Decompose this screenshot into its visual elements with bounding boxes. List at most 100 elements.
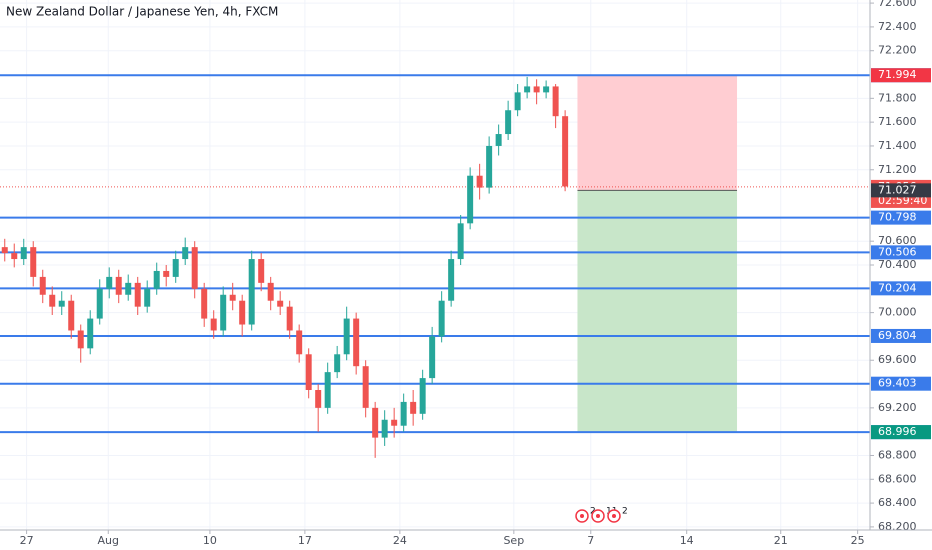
candle-body: [144, 288, 151, 307]
candle-body: [305, 354, 312, 390]
candle-body: [419, 378, 426, 414]
candle-body: [286, 306, 293, 331]
candle-body: [267, 282, 274, 301]
candle-body: [457, 223, 464, 260]
candle-body: [1, 247, 8, 254]
candle-body: [400, 401, 407, 426]
candle-body: [505, 110, 512, 135]
y-tick-label: 71.200: [878, 163, 917, 176]
level-label: 70.506: [878, 245, 917, 258]
y-tick-label: 70.000: [878, 306, 917, 319]
y-tick-label: 70.600: [878, 234, 917, 247]
level-label: 69.804: [878, 329, 917, 342]
candle-body: [562, 116, 569, 187]
y-tick-label: 68.400: [878, 496, 917, 509]
entry-label: 71.027: [878, 183, 917, 196]
candle-body: [49, 294, 56, 307]
candle-body: [134, 282, 141, 307]
candle-body: [533, 86, 540, 93]
event-dot: [580, 514, 584, 518]
candle-body: [524, 86, 531, 93]
candle-body: [315, 390, 322, 408]
candle-body: [495, 134, 502, 146]
chart-title: New Zealand Dollar / Japanese Yen, 4h, F…: [6, 5, 278, 19]
candle-body: [258, 259, 265, 283]
candle-body: [96, 288, 103, 319]
level-label-box: [871, 281, 931, 296]
entry-label-box: [871, 183, 931, 198]
candle-body: [20, 247, 27, 260]
stop-label: 68.996: [878, 425, 917, 438]
candle-body: [115, 276, 122, 295]
candle-body: [543, 86, 550, 93]
candle-body: [353, 318, 360, 367]
candle-body: [163, 270, 170, 277]
target-label-box: [871, 68, 931, 83]
x-tick-label: 10: [203, 534, 217, 547]
candle-body: [58, 300, 65, 307]
candle-body: [11, 253, 18, 260]
candle-body: [30, 247, 37, 277]
candle-body: [410, 401, 417, 414]
x-tick-label: Aug: [98, 534, 119, 547]
y-tick-label: 70.400: [878, 258, 917, 271]
y-tick-label: 71.600: [878, 115, 917, 128]
candle-body: [391, 419, 398, 426]
candle-body: [334, 354, 341, 373]
candle-body: [381, 419, 388, 438]
candle-body: [87, 318, 94, 349]
y-tick-label: 69.600: [878, 353, 917, 366]
level-label-box: [871, 210, 931, 225]
x-tick-label: 27: [20, 534, 34, 547]
countdown-box: [871, 193, 931, 208]
level-label-box: [871, 376, 931, 391]
target-zone: [577, 75, 738, 191]
y-tick-label: 68.600: [878, 472, 917, 485]
x-tick-label: 21: [774, 534, 788, 547]
candle-body: [514, 92, 521, 111]
x-tick-label: 24: [393, 534, 407, 547]
target-label: 71.994: [878, 68, 917, 81]
candle-body: [68, 300, 75, 331]
candle-body: [438, 300, 445, 337]
candle-body: [229, 294, 236, 301]
y-tick-label: 68.200: [878, 520, 917, 533]
candle-body: [239, 300, 246, 325]
candle-body: [153, 270, 160, 289]
y-tick-label: 72.200: [878, 44, 917, 57]
candle-body: [77, 330, 84, 349]
x-tick-label: Sep: [503, 534, 524, 547]
event-dot: [612, 514, 616, 518]
candle-body: [429, 336, 436, 379]
candle-body: [486, 145, 493, 188]
stop-zone: [577, 190, 738, 433]
candle-body: [324, 372, 331, 408]
candle-body: [467, 175, 474, 224]
level-label-box: [871, 245, 931, 260]
candle-body: [191, 247, 198, 289]
event-dot: [596, 514, 600, 518]
candle-body: [296, 330, 303, 355]
candle-body: [343, 318, 350, 355]
candle-body: [372, 407, 379, 438]
candle-body: [125, 282, 132, 295]
candle-body: [362, 366, 369, 408]
y-tick-label: 72.600: [878, 0, 917, 9]
x-tick-label: 25: [851, 534, 865, 547]
candle-body: [39, 276, 46, 295]
candle-body: [448, 259, 455, 301]
candle-body: [201, 288, 208, 319]
candle-body: [476, 175, 483, 188]
candle-body: [277, 300, 284, 307]
candle-body: [182, 247, 189, 260]
level-label-box: [871, 328, 931, 343]
y-tick-label: 71.400: [878, 139, 917, 152]
level-label: 70.204: [878, 281, 917, 294]
x-tick-label: 14: [680, 534, 694, 547]
event-count: 2: [590, 507, 596, 517]
event-count: 2: [622, 507, 628, 517]
x-tick-label: 7: [587, 534, 594, 547]
candle-body: [220, 294, 227, 331]
level-label: 69.403: [878, 377, 917, 390]
stop-label-box: [871, 425, 931, 440]
